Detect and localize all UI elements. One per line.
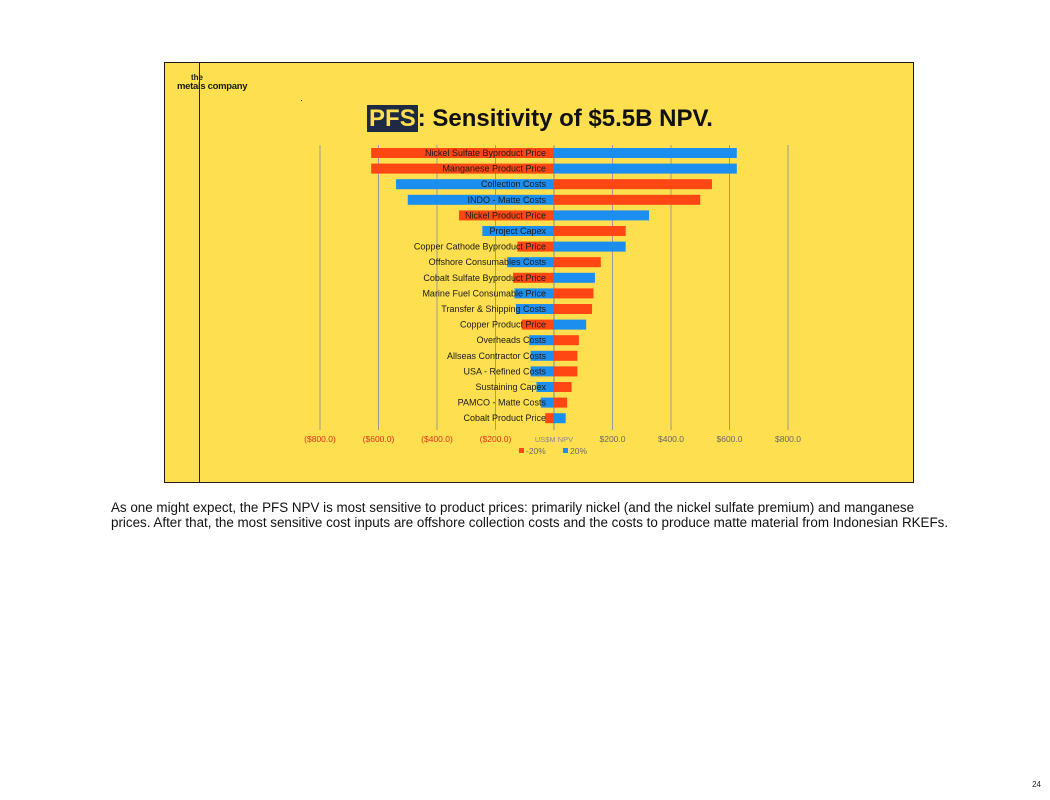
bar-neg20 xyxy=(545,413,554,424)
tick-label: ($200.0) xyxy=(480,434,512,444)
chart-panel: the metals company PFS: Sensitivity of $… xyxy=(164,62,914,483)
category-label: Transfer & Shipping Costs xyxy=(441,304,546,314)
tick-label: ($800.0) xyxy=(304,434,336,444)
bar-neg20 xyxy=(554,179,712,190)
category-label: Overheads Costs xyxy=(476,335,546,345)
bar-neg20 xyxy=(554,350,578,361)
category-label: Offshore Consumables Costs xyxy=(429,257,547,267)
category-label: Project Capex xyxy=(489,226,546,236)
bar-pos20 xyxy=(554,241,626,252)
category-label: PAMCO - Matte Costs xyxy=(458,398,547,408)
logo-line-1: the xyxy=(191,73,203,82)
bar-neg20 xyxy=(554,194,701,205)
tick-label: $600.0 xyxy=(717,434,743,444)
category-label: Cobalt Product Price xyxy=(463,413,546,423)
bar-neg20 xyxy=(554,257,601,268)
decorative-dot xyxy=(301,100,302,101)
tick-label: ($600.0) xyxy=(363,434,395,444)
panel-divider xyxy=(199,63,200,482)
title-highlight: PFS xyxy=(367,105,418,132)
bar-neg20 xyxy=(517,241,554,252)
bar-pos20 xyxy=(407,194,554,205)
bar-neg20 xyxy=(554,335,579,346)
bar-pos20 xyxy=(554,272,595,283)
chart-title: PFS: Sensitivity of $5.5B NPV. xyxy=(165,105,913,133)
category-label: Cobalt Sulfate Byproduct Price xyxy=(423,273,546,283)
legend-swatch xyxy=(519,448,524,453)
category-label: Collection Costs xyxy=(481,179,547,189)
bar-pos20 xyxy=(482,226,554,236)
category-label: Copper Cathode Byproduct Price xyxy=(414,242,546,252)
bar-pos20 xyxy=(529,335,554,346)
tick-label: $200.0 xyxy=(600,434,626,444)
category-label: INDO - Matte Costs xyxy=(467,195,546,205)
bar-neg20 xyxy=(554,366,578,377)
tick-label: ($400.0) xyxy=(421,434,453,444)
tick-label: $800.0 xyxy=(775,434,801,444)
bar-pos20 xyxy=(554,163,737,174)
category-label: Marine Fuel Consumable Price xyxy=(422,288,546,298)
tornado-chart: Nickel Sulfate Byproduct Price Manganese … xyxy=(304,145,801,456)
bar-pos20 xyxy=(554,148,737,158)
legend-label: 20% xyxy=(570,446,587,456)
legend-label: -20% xyxy=(526,446,546,456)
bar-neg20 xyxy=(554,382,572,392)
company-logo: the metals company xyxy=(177,73,248,92)
bar-pos20 xyxy=(507,257,554,268)
bar-pos20 xyxy=(554,413,566,424)
category-label: Sustaining Capex xyxy=(475,382,546,392)
bar-neg20 xyxy=(554,304,593,314)
bar-pos20 xyxy=(515,304,554,314)
bar-pos20 xyxy=(554,319,587,330)
category-label: Manganese Product Price xyxy=(442,164,546,174)
category-label: Nickel Product Price xyxy=(465,210,546,220)
bar-pos20 xyxy=(530,366,554,377)
page-number: 24 xyxy=(1032,780,1041,789)
bar-neg20 xyxy=(554,397,568,408)
logo-line-2: metals company xyxy=(177,81,248,92)
bar-pos20 xyxy=(396,179,554,190)
bar-neg20 xyxy=(521,319,554,330)
bar-pos20 xyxy=(554,210,650,221)
caption-text: As one might expect, the PFS NPV is most… xyxy=(111,500,949,530)
bar-neg20 xyxy=(371,163,554,174)
bar-neg20 xyxy=(554,226,626,236)
category-label: Allseas Contractor Costs xyxy=(447,351,547,361)
bar-neg20 xyxy=(554,288,594,299)
bar-pos20 xyxy=(514,288,554,299)
axis-title: US$M NPV xyxy=(535,435,573,444)
bar-pos20 xyxy=(540,397,554,408)
tick-label: $400.0 xyxy=(658,434,684,444)
category-label: Copper Product Price xyxy=(460,320,546,330)
bar-neg20 xyxy=(513,272,554,283)
legend-swatch xyxy=(563,448,568,453)
category-label: Nickel Sulfate Byproduct Price xyxy=(425,148,546,158)
bar-pos20 xyxy=(530,350,554,361)
title-text: : Sensitivity of $5.5B NPV. xyxy=(417,105,713,132)
category-label: USA - Refined Costs xyxy=(463,366,546,376)
bar-neg20 xyxy=(458,210,554,221)
bar-pos20 xyxy=(536,382,554,392)
bar-neg20 xyxy=(371,148,554,158)
